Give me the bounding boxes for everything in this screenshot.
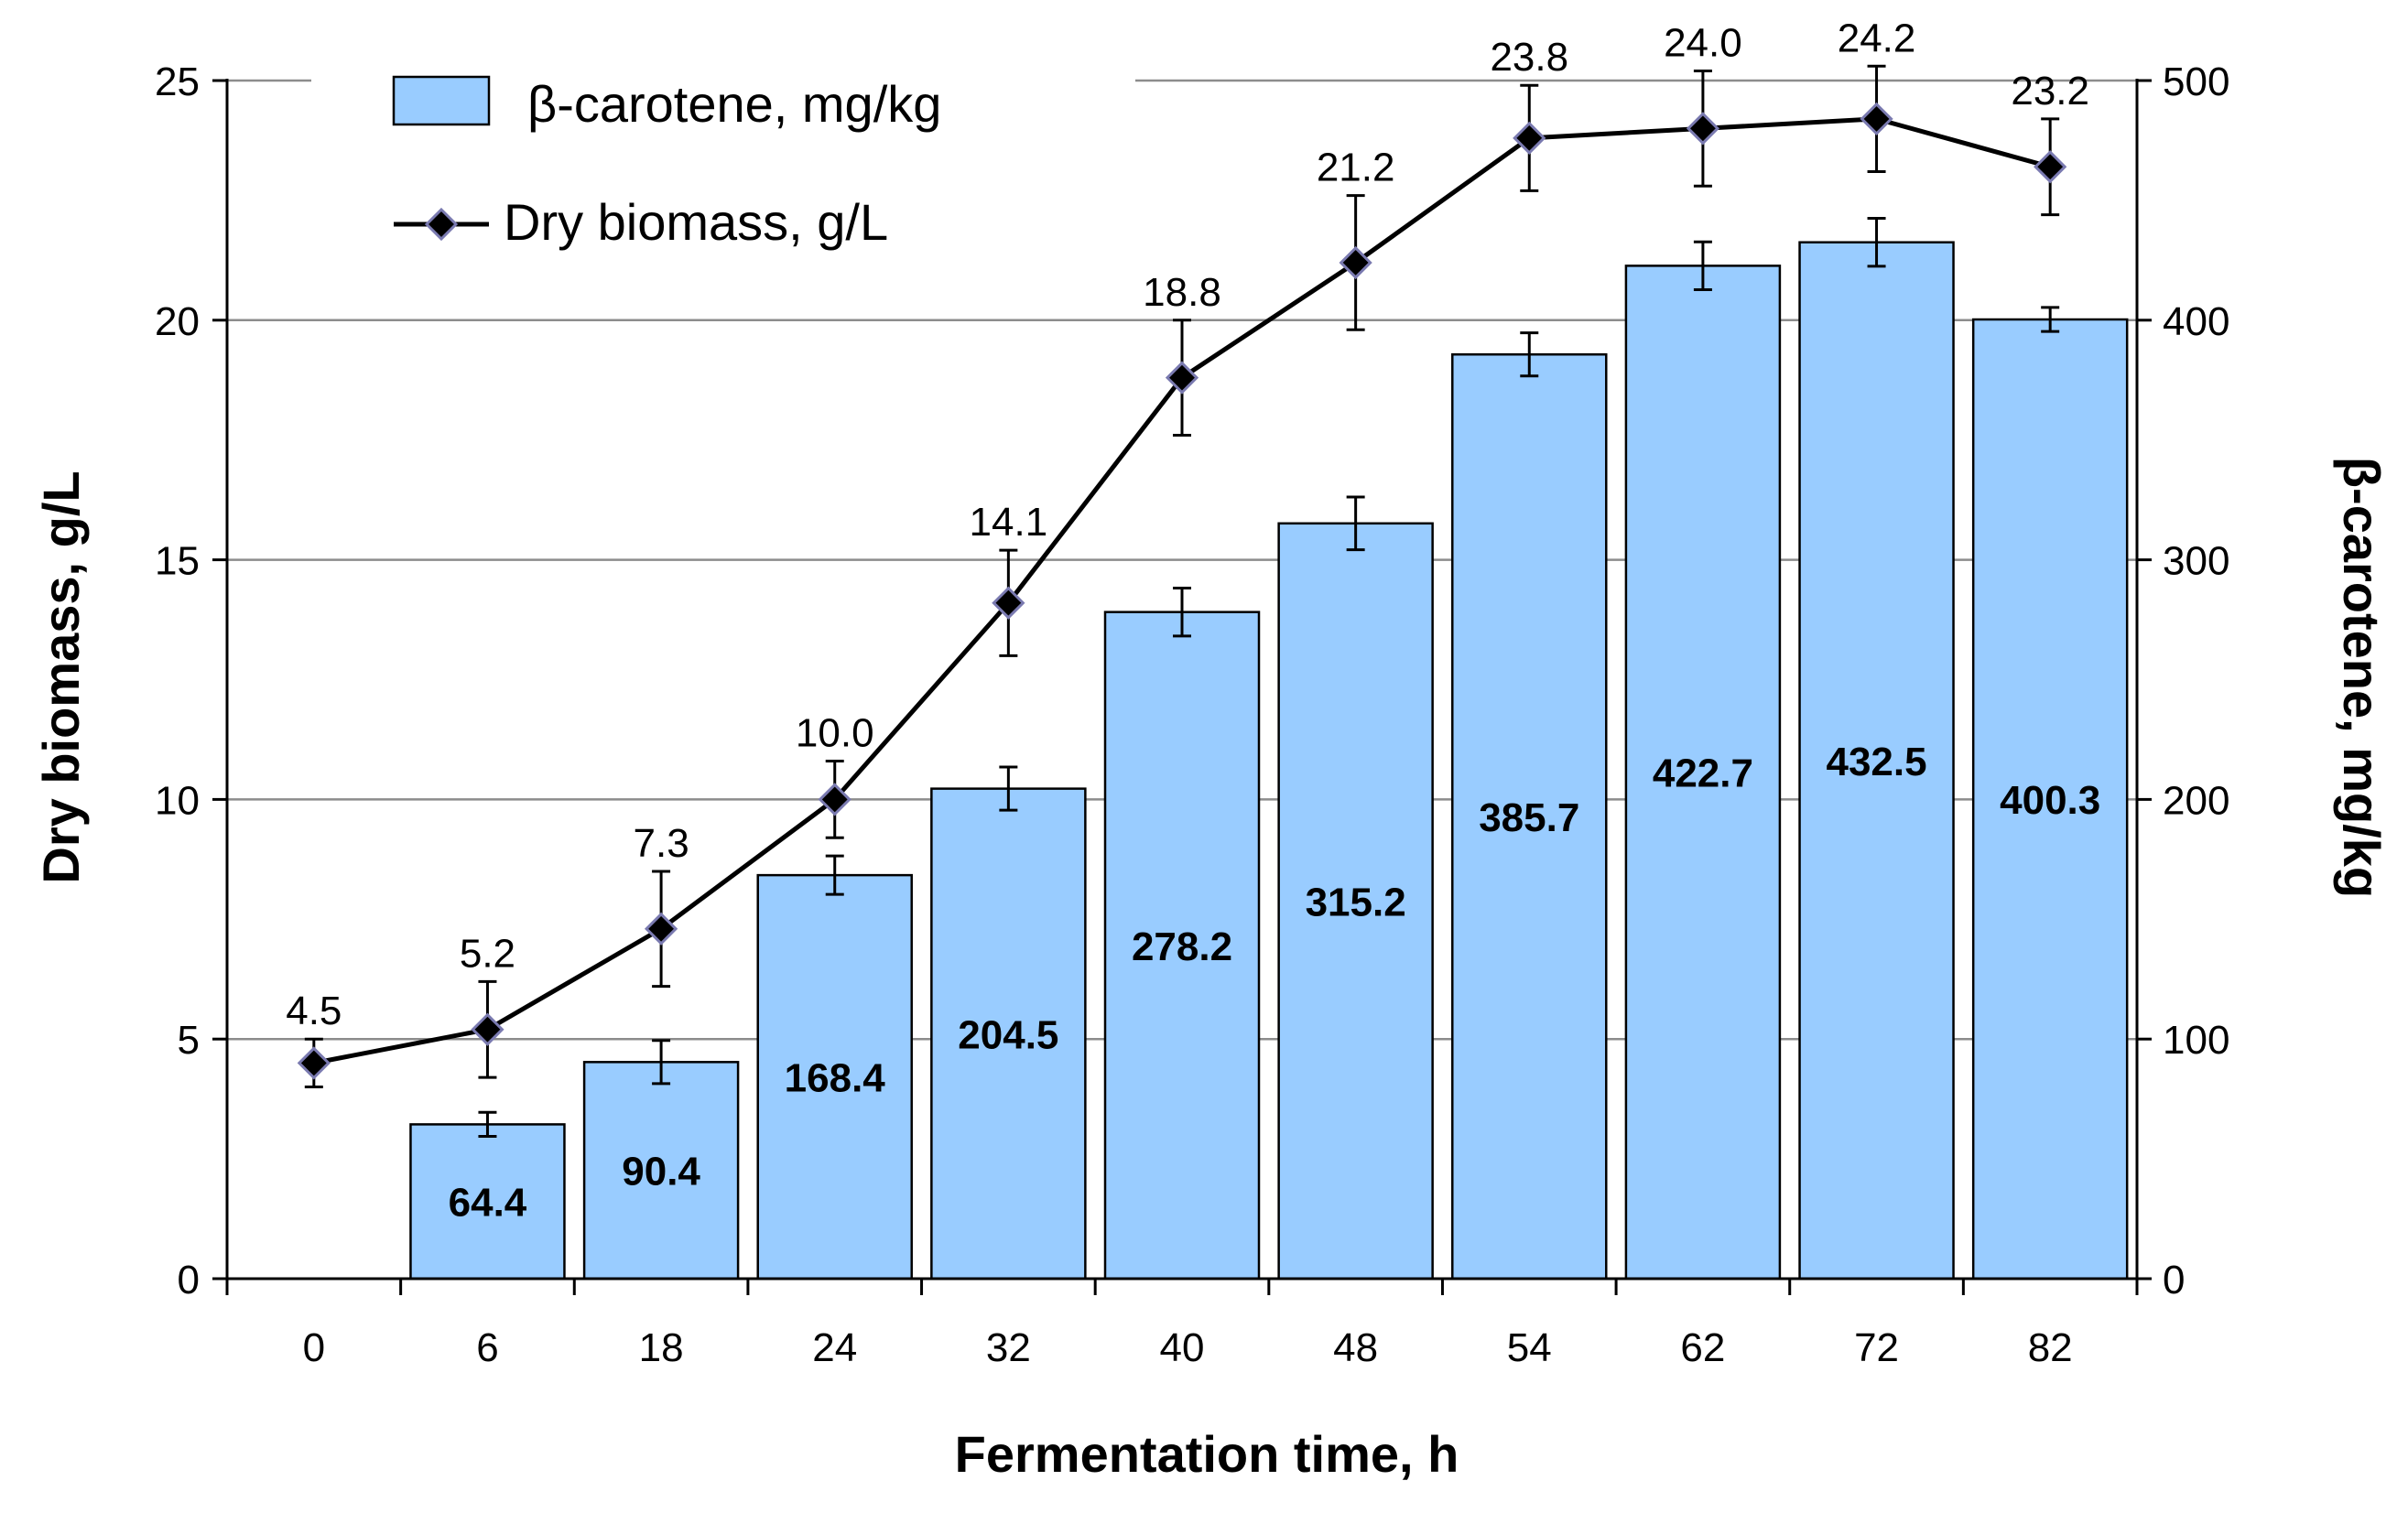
x-tick-label: 72 <box>1854 1325 1899 1370</box>
bar <box>409 1123 566 1281</box>
bar <box>756 873 913 1281</box>
biomass-marker <box>818 783 851 816</box>
bar-series <box>409 217 2129 1281</box>
data-labels: 64.4 90.4 168.4 204.5 278.2 315.2 385.7 422.7 43… <box>286 16 2100 1225</box>
legend-bar-label: β-carotene, mg/kg <box>527 75 941 133</box>
bar-value-label: 315.2 <box>1306 880 1406 924</box>
biomass-marker <box>1513 121 1546 155</box>
bar-value-label: 385.7 <box>1479 795 1579 840</box>
biomass-marker <box>297 1046 331 1080</box>
point-value-label: 10.0 <box>796 711 874 756</box>
y-right-tick-label: 500 <box>2163 59 2229 104</box>
y-left-tick-label: 10 <box>155 778 200 823</box>
legend-bar-swatch <box>392 75 491 126</box>
bar <box>930 787 1087 1281</box>
y-right-tick-label: 300 <box>2163 539 2229 584</box>
point-value-label: 23.2 <box>2011 69 2089 113</box>
y-right-tick-label: 400 <box>2163 299 2229 344</box>
y-left-tick-label: 20 <box>155 299 200 344</box>
x-tick-label: 24 <box>812 1325 857 1370</box>
y-right-axis-title: β-carotene, mg/kg <box>2333 457 2391 898</box>
legend: β-carotene, mg/kg Dry biomass, g/L <box>311 37 1135 293</box>
biomass-marker <box>644 912 678 946</box>
x-tick-label: 54 <box>1507 1325 1552 1370</box>
x-tick-label: 48 <box>1333 1325 1378 1370</box>
point-value-label: 7.3 <box>634 821 689 866</box>
biomass-marker <box>2034 150 2067 184</box>
y-left-tick-label: 5 <box>178 1018 200 1063</box>
line-series <box>297 64 2067 1089</box>
y-right-tick-label: 0 <box>2163 1258 2185 1302</box>
y-left-axis-title: Dry biomass, g/L <box>32 470 90 883</box>
biomass-marker <box>1860 102 1893 136</box>
biomass-marker <box>1339 245 1372 280</box>
point-value-label: 24.2 <box>1838 16 1916 60</box>
x-tick-label: 6 <box>476 1325 498 1370</box>
legend-diamond-marker <box>424 207 459 242</box>
point-value-label: 18.8 <box>1143 270 1221 315</box>
bar-value-label: 168.4 <box>785 1056 886 1101</box>
bar <box>1277 522 1434 1281</box>
y-left-tick-label: 0 <box>178 1258 200 1302</box>
axes: 0 5 10 15 20 25 0 100 200 300 400 500 0 6 18 24 32 40 48 54… <box>155 59 2229 1370</box>
biomass-marker <box>1686 112 1720 146</box>
bar-value-label: 422.7 <box>1653 751 1753 796</box>
x-tick-label: 62 <box>1680 1325 1725 1370</box>
bar-value-label: 90.4 <box>622 1150 700 1194</box>
bar <box>1103 611 1261 1281</box>
x-tick-label: 82 <box>2028 1325 2073 1370</box>
x-tick-label: 32 <box>986 1325 1031 1370</box>
bar <box>1971 318 2129 1281</box>
legend-line-label: Dry biomass, g/L <box>504 193 888 251</box>
point-value-label: 14.1 <box>970 500 1048 545</box>
bar-value-label: 278.2 <box>1132 924 1232 969</box>
bar <box>1451 352 1608 1281</box>
x-tick-label: 18 <box>639 1325 684 1370</box>
point-value-label: 4.5 <box>286 989 342 1033</box>
y-right-tick-label: 100 <box>2163 1018 2229 1063</box>
bar-value-label: 64.4 <box>449 1181 527 1226</box>
bar-value-label: 432.5 <box>1826 740 1926 784</box>
biomass-marker <box>1165 361 1199 394</box>
bar <box>1798 241 1955 1281</box>
point-value-label: 21.2 <box>1317 146 1395 190</box>
point-value-label: 24.0 <box>1664 21 1742 66</box>
x-axis-title: Fermentation time, h <box>955 1425 1459 1483</box>
x-tick-label: 40 <box>1160 1325 1205 1370</box>
point-value-label: 23.8 <box>1490 35 1568 80</box>
bar-value-label: 400.3 <box>2000 778 2100 823</box>
y-left-tick-label: 25 <box>155 59 200 104</box>
y-right-tick-label: 200 <box>2163 778 2229 823</box>
x-tick-label: 0 <box>303 1325 325 1370</box>
point-value-label: 5.2 <box>460 931 515 976</box>
biomass-marker <box>992 586 1025 620</box>
y-left-tick-label: 15 <box>155 539 200 584</box>
bar <box>582 1061 740 1281</box>
bar-value-label: 204.5 <box>958 1012 1058 1057</box>
biomass-marker <box>471 1012 504 1046</box>
